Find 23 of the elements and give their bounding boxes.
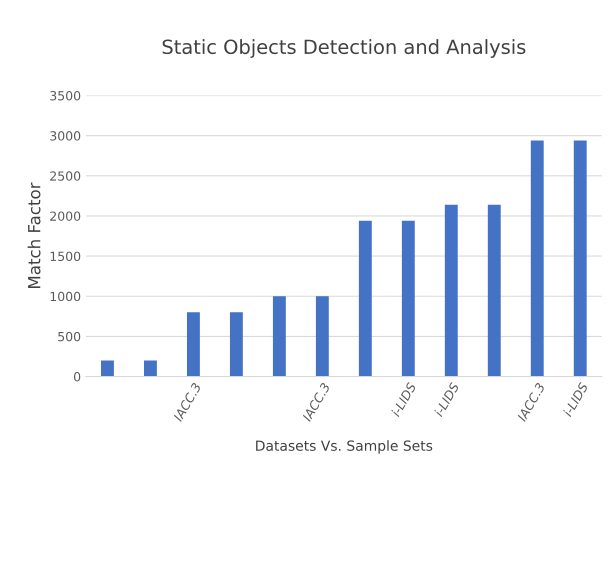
bar xyxy=(444,204,458,377)
bar xyxy=(402,220,415,377)
bar xyxy=(272,296,286,377)
bar xyxy=(358,220,372,377)
bar xyxy=(574,140,587,377)
y-tick-label: 3000 xyxy=(50,131,80,141)
bar xyxy=(230,312,243,377)
bar xyxy=(101,360,114,377)
bar xyxy=(530,140,544,377)
y-tick-label: 1000 xyxy=(50,292,80,302)
bar xyxy=(488,204,501,377)
y-tick-label: 3500 xyxy=(50,91,80,100)
bar xyxy=(316,296,329,377)
y-tick-label: 500 xyxy=(58,332,80,342)
bar xyxy=(144,360,157,377)
y-tick-label: 2000 xyxy=(50,211,80,221)
y-tick-label: 0 xyxy=(74,372,80,382)
x-axis-title: Datasets Vs. Sample Sets xyxy=(256,440,432,454)
y-axis-title: Match Factor xyxy=(28,182,40,288)
bar xyxy=(186,312,200,377)
chart-title: Static Objects Detection and Analysis xyxy=(162,39,526,58)
y-tick-label: 2500 xyxy=(50,171,80,181)
y-tick-label: 1500 xyxy=(50,252,80,262)
